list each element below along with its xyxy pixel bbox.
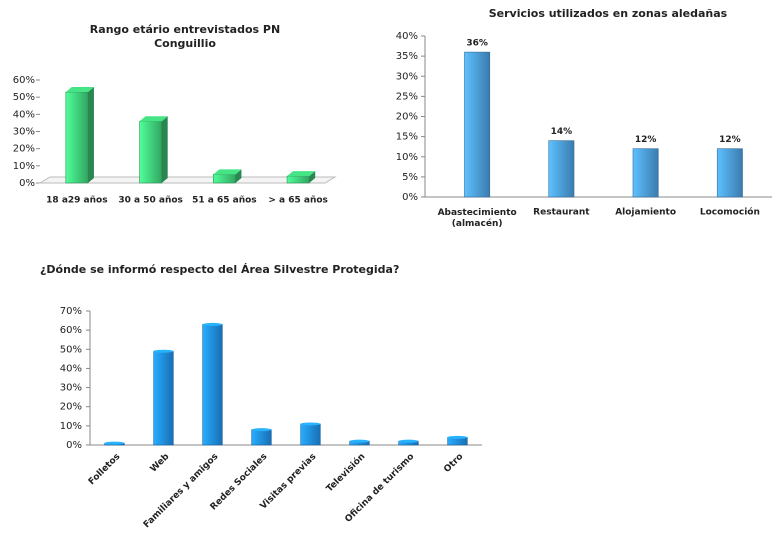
bar <box>464 51 491 198</box>
chart-title: Rango etário entrevistados PN Conguillio <box>90 23 280 50</box>
y-tick-label: 0% <box>402 192 418 203</box>
bar-cap <box>104 441 125 445</box>
bar <box>202 324 223 446</box>
value-label: 14% <box>551 127 573 137</box>
x-tick-label: 30 a 50 años <box>118 196 183 206</box>
x-tick-label: Restaurant <box>533 208 590 218</box>
bar <box>139 120 162 184</box>
bar-cap <box>447 435 468 439</box>
x-tick-label: > a 65 años <box>268 196 328 206</box>
bar-cap <box>251 428 272 432</box>
y-tick-label: 15% <box>396 132 418 143</box>
bar <box>300 423 321 446</box>
x-tick-label: Abastecimiento (almacén) <box>438 208 517 229</box>
y-tick-label: 40% <box>13 109 35 120</box>
bar <box>286 175 310 184</box>
x-tick-label: Alojamiento <box>615 208 676 218</box>
y-tick-label: 60% <box>13 75 35 86</box>
bar-cap <box>202 322 223 326</box>
chart-title: ¿Dónde se informó respecto del Área Silv… <box>40 263 399 276</box>
chart: Servicios utilizados en zonas aledañas 0%… <box>396 7 772 229</box>
x-tick-label: Visitas previas <box>259 452 319 512</box>
bar <box>213 174 236 184</box>
bar <box>548 140 575 198</box>
y-tick-label: 40% <box>60 363 82 374</box>
bar-cap <box>300 422 321 426</box>
y-tick-label: 30% <box>396 71 418 82</box>
y-tick-label: 10% <box>13 161 35 172</box>
chart: ¿Dónde se informó respecto del Área Silv… <box>40 263 482 530</box>
x-tick-label: Televisión <box>324 451 367 494</box>
y-tick-label: 30% <box>13 127 35 138</box>
bar <box>153 350 174 446</box>
x-tick-label: 18 a29 años <box>46 196 107 206</box>
chart: Rango etário entrevistados PN Conguillio 0… <box>13 23 337 206</box>
value-label: 12% <box>719 135 741 145</box>
y-tick-label: 0% <box>66 440 82 451</box>
bar <box>716 148 743 198</box>
y-tick-label: 35% <box>396 51 418 62</box>
y-tick-label: 0% <box>19 178 35 189</box>
y-tick-label: 50% <box>13 92 35 103</box>
bar-top <box>213 169 242 175</box>
y-tick-label: 40% <box>396 31 418 42</box>
bar-depth <box>87 87 94 183</box>
bar-cap <box>153 349 174 353</box>
bar <box>632 148 659 198</box>
bar <box>251 429 272 446</box>
y-tick-label: 20% <box>396 112 418 123</box>
bar <box>65 91 89 184</box>
value-label: 12% <box>635 135 657 145</box>
y-tick-label: 25% <box>396 91 418 102</box>
x-tick-label: Folletos <box>87 452 122 487</box>
y-tick-label: 60% <box>60 325 82 336</box>
y-tick-label: 20% <box>13 144 35 155</box>
bar-depth <box>161 116 168 183</box>
y-tick-label: 70% <box>60 306 82 317</box>
bar-depth <box>309 171 316 183</box>
y-tick-label: 10% <box>60 421 82 432</box>
bar-cap <box>398 439 419 443</box>
bar-top <box>139 116 168 122</box>
y-tick-label: 50% <box>60 344 82 355</box>
bar-top <box>65 87 94 93</box>
value-label: 36% <box>466 39 488 49</box>
x-tick-label: Locomoción <box>700 207 760 218</box>
y-tick-label: 20% <box>60 402 82 413</box>
bar-cap <box>349 439 370 443</box>
chart-title: Servicios utilizados en zonas aledañas <box>489 7 728 20</box>
x-tick-label: Web <box>149 451 172 474</box>
bar-depth <box>235 169 242 183</box>
y-tick-label: 5% <box>402 172 418 183</box>
x-tick-label: 51 a 65 años <box>192 196 257 206</box>
bar-top <box>287 171 316 177</box>
y-tick-label: 10% <box>396 152 418 163</box>
x-tick-label: Otro <box>442 452 465 475</box>
y-tick-label: 30% <box>60 383 82 394</box>
